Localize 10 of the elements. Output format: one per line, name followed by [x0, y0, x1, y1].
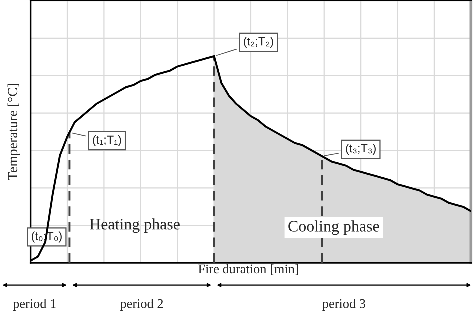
annotation: (t₁;T₁) — [93, 135, 122, 146]
x-axis-title: Fire duration [min] — [198, 264, 298, 276]
annotation: Cooling phase — [288, 220, 380, 236]
text: period 3 — [322, 299, 366, 311]
annotation: Heating phase — [90, 218, 180, 234]
text: period 1 — [13, 299, 56, 311]
y-axis-title: Temperature [°C] — [8, 84, 20, 180]
text: period 2 — [120, 299, 164, 311]
text: (t₂;T₂) — [244, 37, 274, 48]
annotation: (t₃;T₃) — [346, 144, 376, 155]
